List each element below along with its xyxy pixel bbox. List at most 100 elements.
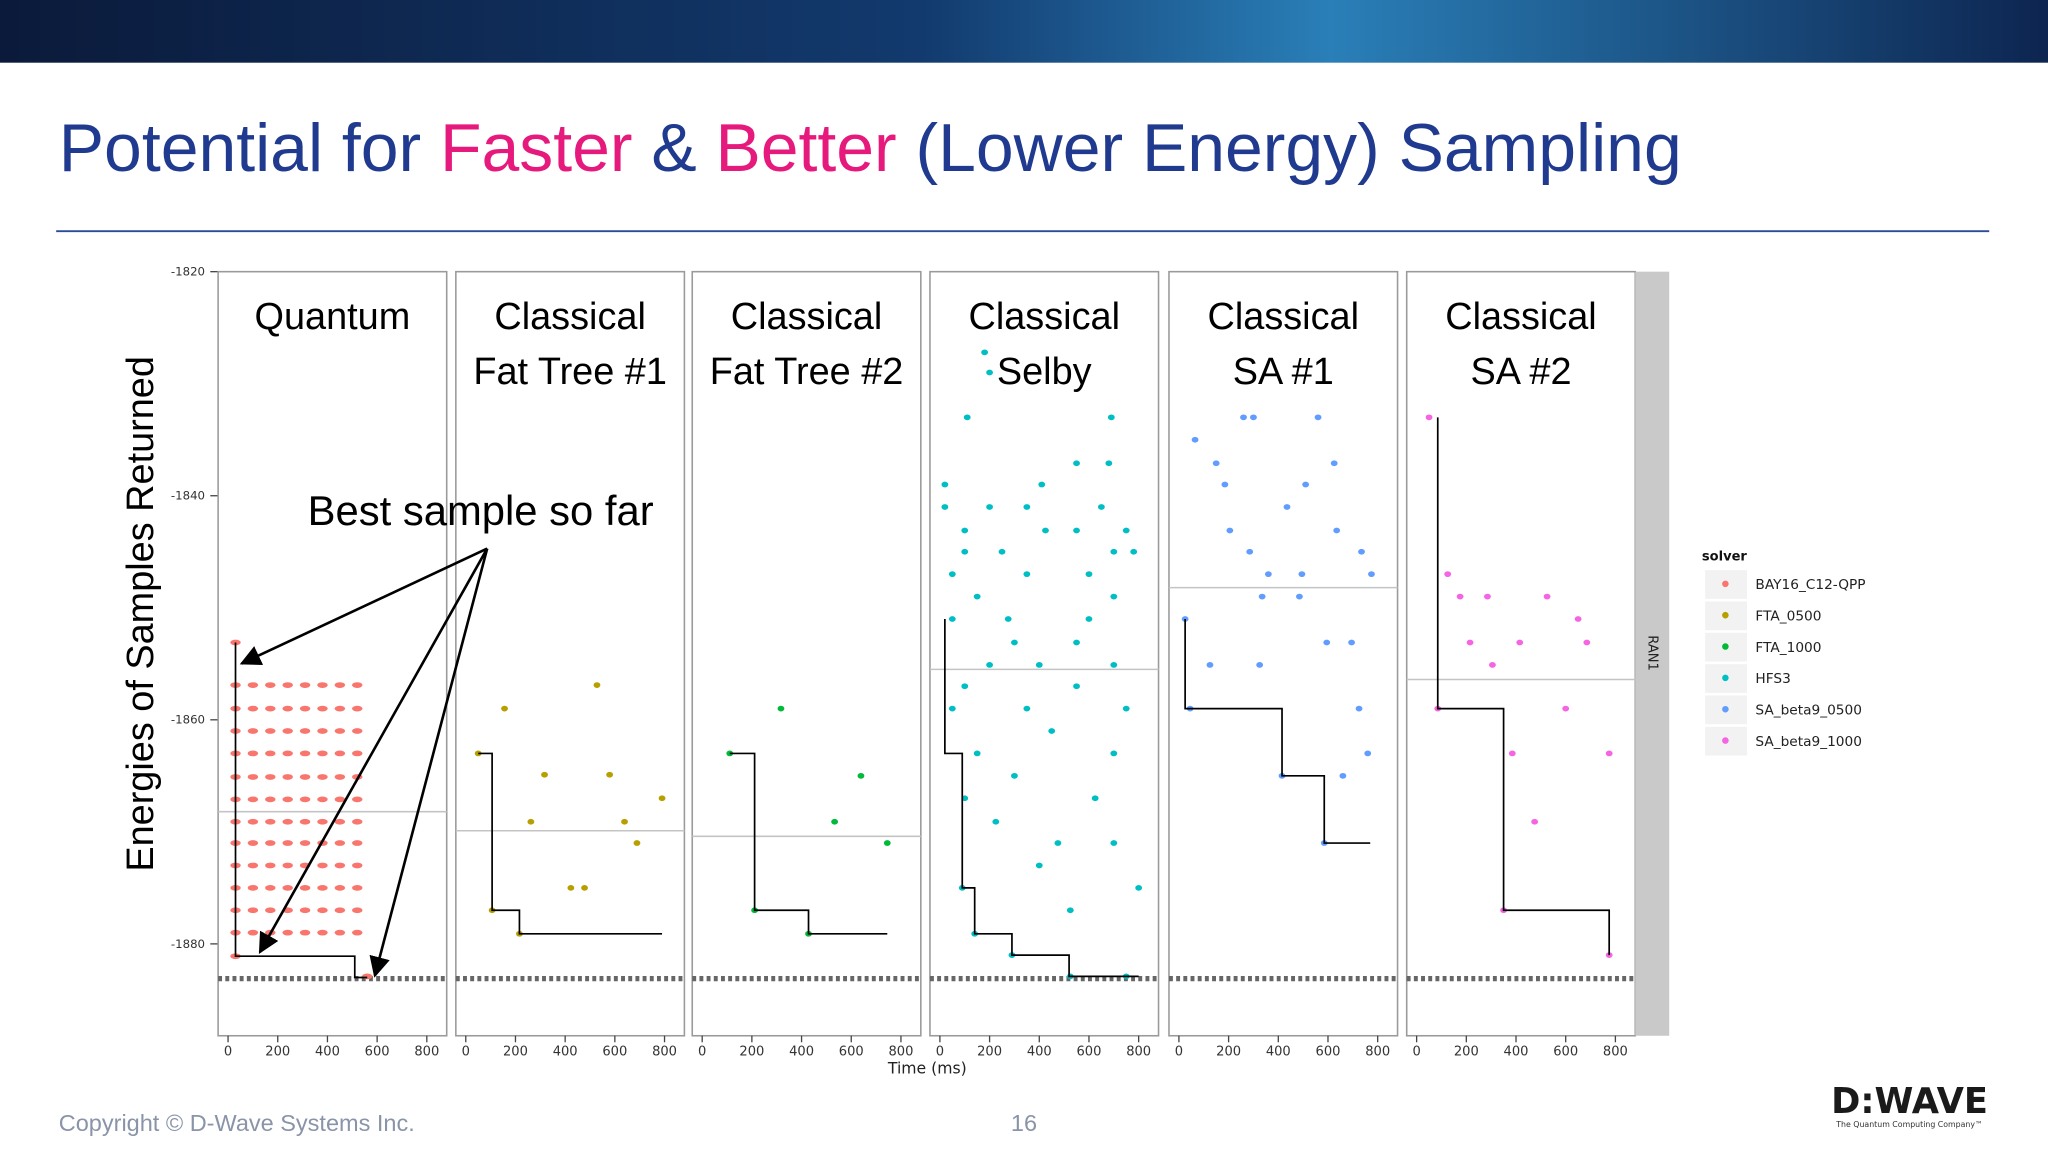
point bbox=[1011, 772, 1018, 779]
logo: D:WAVE bbox=[1831, 1081, 1988, 1122]
arrow bbox=[239, 547, 488, 666]
point bbox=[299, 728, 311, 734]
point bbox=[1368, 571, 1375, 578]
point bbox=[941, 504, 949, 510]
point bbox=[317, 774, 328, 780]
point bbox=[1221, 481, 1229, 488]
point bbox=[986, 662, 993, 668]
point bbox=[334, 774, 346, 780]
point bbox=[1011, 639, 1018, 646]
strip-label: RAN1 bbox=[1644, 635, 1659, 671]
point bbox=[247, 774, 259, 780]
legend-label: BAY16_C12-QPP bbox=[1755, 577, 1865, 593]
point bbox=[334, 705, 346, 712]
point bbox=[1256, 662, 1264, 668]
point bbox=[992, 818, 1000, 825]
point bbox=[501, 705, 508, 712]
legend-label: FTA_0500 bbox=[1755, 608, 1821, 624]
x-tick-label: 400 bbox=[1027, 1044, 1052, 1059]
legend-dot bbox=[1722, 705, 1729, 713]
point bbox=[352, 862, 363, 869]
point bbox=[265, 774, 276, 780]
point bbox=[1110, 593, 1118, 600]
point bbox=[1543, 593, 1551, 600]
point bbox=[334, 750, 346, 757]
page-number: 16 bbox=[1011, 1110, 1037, 1136]
arrow bbox=[369, 548, 489, 978]
point bbox=[282, 929, 293, 936]
y-tick-label: -1860 bbox=[171, 713, 205, 727]
point bbox=[1110, 840, 1118, 846]
point bbox=[317, 728, 328, 734]
point bbox=[247, 929, 259, 936]
facet-title: SA #1 bbox=[1233, 351, 1334, 393]
point bbox=[1035, 862, 1043, 869]
facet-title: Classical bbox=[494, 296, 645, 338]
point bbox=[1323, 639, 1331, 646]
point bbox=[831, 818, 839, 825]
point bbox=[621, 818, 628, 825]
x-tick-label: 200 bbox=[977, 1044, 1002, 1059]
point bbox=[1240, 414, 1247, 421]
x-tick-label: 600 bbox=[1077, 1044, 1102, 1059]
point bbox=[282, 840, 293, 846]
point bbox=[1085, 571, 1093, 578]
legend-label: HFS3 bbox=[1755, 671, 1790, 687]
point bbox=[317, 705, 328, 712]
point bbox=[1562, 705, 1570, 712]
point bbox=[1444, 571, 1452, 578]
facet-title: Selby bbox=[997, 351, 1092, 393]
panel bbox=[929, 270, 1160, 1037]
point bbox=[1038, 481, 1046, 488]
plot: -1820 -1840 -1860 -1880 Energies of Samples … bbox=[120, 265, 1866, 1078]
point bbox=[948, 705, 956, 712]
point bbox=[317, 682, 328, 688]
point bbox=[334, 929, 346, 936]
point bbox=[986, 369, 993, 376]
point bbox=[1023, 571, 1031, 578]
arrow bbox=[258, 547, 489, 954]
x-tick-label: 800 bbox=[652, 1044, 677, 1059]
point bbox=[1333, 527, 1341, 534]
point bbox=[581, 884, 588, 891]
x-tick-label: 400 bbox=[315, 1044, 340, 1059]
facet-title: SA #2 bbox=[1470, 351, 1571, 393]
point bbox=[247, 840, 259, 846]
point bbox=[247, 818, 259, 825]
point bbox=[973, 593, 981, 600]
x-tick-label: 200 bbox=[739, 1044, 764, 1059]
legend-label: SA_beta9_1000 bbox=[1755, 734, 1862, 750]
point bbox=[1212, 460, 1220, 467]
best-so-far-line bbox=[944, 618, 1139, 978]
point bbox=[247, 884, 259, 891]
legend-dot bbox=[1722, 611, 1729, 619]
point bbox=[265, 796, 276, 803]
point bbox=[1574, 616, 1582, 622]
point bbox=[1226, 527, 1234, 534]
point bbox=[606, 771, 614, 778]
strip bbox=[1635, 271, 1670, 1036]
point bbox=[593, 682, 601, 688]
point bbox=[299, 682, 311, 688]
point bbox=[265, 682, 276, 688]
point bbox=[352, 818, 363, 825]
point bbox=[1073, 527, 1080, 534]
point bbox=[1097, 504, 1105, 510]
point bbox=[282, 774, 293, 780]
x-tick-label: 800 bbox=[414, 1044, 439, 1059]
panel bbox=[1405, 270, 1637, 1037]
best-so-far-line bbox=[234, 642, 368, 979]
slide-title: Potential for Faster & Better (Lower Ene… bbox=[59, 111, 1682, 186]
point bbox=[948, 571, 956, 578]
point bbox=[265, 884, 276, 891]
point bbox=[1181, 616, 1189, 622]
point bbox=[1283, 504, 1291, 510]
point bbox=[963, 414, 971, 421]
point bbox=[1583, 639, 1591, 646]
annotation: Best sample so far bbox=[308, 487, 654, 534]
title-part: (Lower Energy) Sampling bbox=[897, 111, 1682, 186]
annotation-arrows bbox=[239, 547, 489, 978]
point bbox=[334, 862, 346, 869]
point bbox=[282, 728, 293, 734]
